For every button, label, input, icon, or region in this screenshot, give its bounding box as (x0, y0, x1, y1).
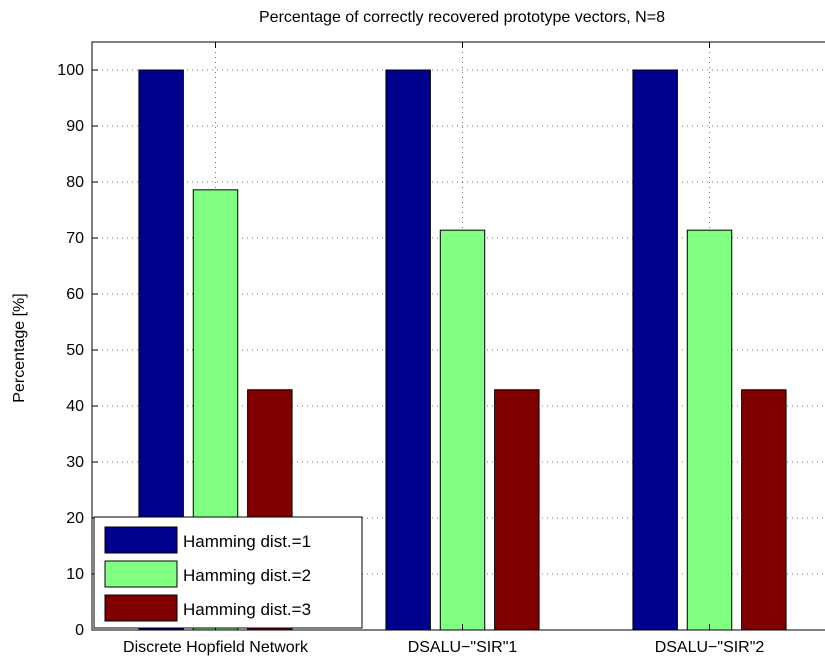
legend-label: Hamming dist.=1 (183, 532, 311, 551)
y-tick-label: 70 (66, 230, 84, 247)
y-tick-label: 10 (66, 566, 84, 583)
y-tick-label: 30 (66, 454, 84, 471)
bar (632, 69, 678, 631)
y-tick-label: 100 (57, 62, 84, 79)
bar (686, 229, 733, 631)
bar (439, 229, 486, 631)
x-tick-label: Discrete Hopfield Network (123, 639, 309, 656)
y-tick-label: 50 (66, 342, 84, 359)
bar (385, 69, 431, 631)
legend-swatch (104, 526, 178, 554)
y-tick-label: 60 (66, 286, 84, 303)
bar (741, 389, 787, 631)
legend-label: Hamming dist.=3 (183, 600, 311, 619)
chart-title: Percentage of correctly recovered protot… (259, 9, 665, 26)
legend-label: Hamming dist.=2 (183, 566, 311, 585)
y-tick-label: 0 (75, 622, 84, 639)
legend-swatch (104, 560, 178, 588)
x-tick-label: DSALU−"SIR"2 (655, 639, 765, 656)
y-tick-label: 20 (66, 510, 84, 527)
legend-swatch (104, 594, 178, 622)
y-tick-label: 40 (66, 398, 84, 415)
y-tick-label: 80 (66, 174, 84, 191)
y-axis-label: Percentage [%] (11, 293, 28, 402)
x-tick-label: DSALU−"SIR"1 (408, 639, 518, 656)
y-axis-ticks: 0 10 20 30 40 50 60 70 80 90 100 (57, 62, 98, 639)
bar (494, 389, 540, 631)
y-tick-label: 90 (66, 118, 84, 135)
legend: Hamming dist.=1 Hamming dist.=2 Hamming di… (93, 516, 363, 629)
x-axis-ticks: Discrete Hopfield Network DSALU−"SIR"1 DSA… (123, 42, 764, 656)
